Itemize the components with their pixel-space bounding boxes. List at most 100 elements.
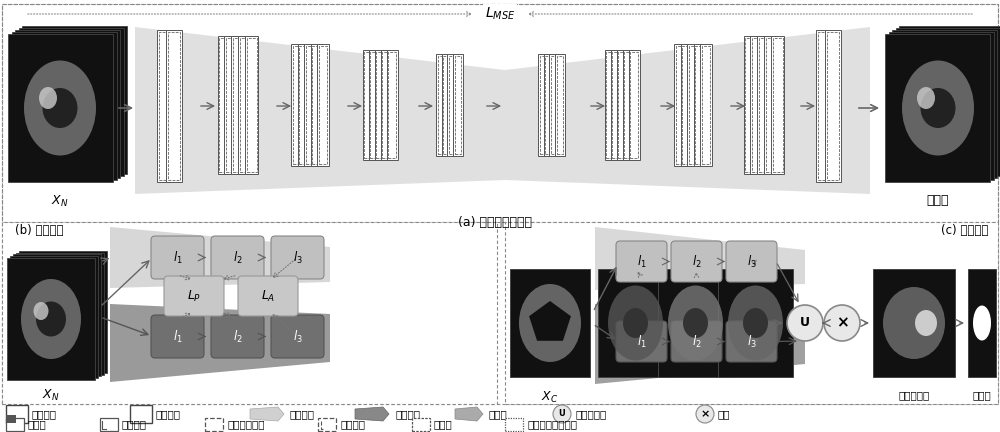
Ellipse shape	[39, 87, 57, 109]
Bar	[306, 46, 314, 164]
Bar	[218, 36, 231, 174]
Ellipse shape	[34, 302, 48, 320]
Bar	[510, 269, 590, 377]
FancyBboxPatch shape	[164, 276, 224, 316]
Text: $L_{MSE}$: $L_{MSE}$	[485, 6, 515, 22]
Text: 学生网络: 学生网络	[395, 409, 420, 419]
Bar	[818, 32, 830, 180]
Bar	[317, 44, 329, 166]
FancyBboxPatch shape	[211, 236, 264, 279]
Bar	[689, 46, 697, 164]
Bar	[443, 56, 450, 154]
Bar	[166, 30, 182, 182]
FancyBboxPatch shape	[726, 241, 777, 282]
Bar	[130, 405, 152, 423]
Polygon shape	[355, 407, 389, 421]
Bar	[12, 32, 116, 180]
Bar	[6, 415, 16, 423]
Bar	[892, 30, 997, 178]
Bar	[750, 36, 764, 174]
Text: $l_1$: $l_1$	[173, 249, 182, 266]
Bar	[15, 30, 120, 178]
Bar	[968, 269, 996, 377]
Ellipse shape	[902, 60, 974, 156]
Bar	[606, 52, 614, 158]
Bar	[610, 50, 622, 160]
Text: $l_3$: $l_3$	[747, 254, 756, 270]
Bar	[22, 26, 127, 174]
Bar	[549, 54, 559, 156]
Bar	[702, 46, 710, 164]
Bar	[629, 50, 640, 160]
Bar	[873, 269, 955, 377]
Text: U: U	[559, 410, 565, 419]
Bar	[674, 44, 686, 166]
Bar	[238, 36, 252, 174]
Bar	[319, 46, 327, 164]
Text: $l_2$: $l_2$	[233, 249, 242, 266]
Bar	[555, 54, 565, 156]
Text: $X_N$: $X_N$	[51, 194, 69, 209]
Text: 批标准化: 批标准化	[122, 419, 147, 429]
Bar	[412, 418, 430, 431]
Bar	[168, 32, 180, 180]
Text: 双线性插值: 双线性插值	[575, 409, 606, 419]
Ellipse shape	[42, 88, 78, 128]
FancyBboxPatch shape	[616, 241, 667, 282]
Bar	[240, 38, 250, 172]
Polygon shape	[455, 407, 483, 421]
Bar	[13, 254, 101, 376]
Bar	[455, 56, 461, 154]
Text: ×: ×	[700, 409, 710, 419]
Bar	[744, 36, 757, 174]
Circle shape	[553, 405, 571, 423]
Polygon shape	[595, 227, 805, 290]
Bar	[676, 46, 684, 164]
Text: (a) 教师网络预训练: (a) 教师网络预训练	[458, 216, 532, 229]
Bar	[700, 44, 712, 166]
Bar	[896, 28, 1000, 176]
Bar	[6, 405, 28, 423]
FancyBboxPatch shape	[271, 315, 324, 358]
Bar	[616, 50, 628, 160]
Bar	[695, 46, 704, 164]
FancyBboxPatch shape	[671, 241, 722, 282]
Polygon shape	[250, 407, 284, 421]
Text: $l_1$: $l_1$	[173, 328, 182, 345]
Bar	[291, 44, 303, 166]
Text: $l_1$: $l_1$	[637, 254, 646, 270]
FancyBboxPatch shape	[671, 321, 722, 362]
Text: $L_A$: $L_A$	[261, 289, 275, 304]
Bar	[766, 38, 776, 172]
Polygon shape	[595, 304, 805, 384]
Ellipse shape	[21, 279, 81, 359]
Bar	[6, 418, 24, 431]
Bar	[630, 52, 638, 158]
Ellipse shape	[728, 286, 783, 360]
Polygon shape	[135, 27, 505, 194]
Bar	[374, 50, 386, 160]
Bar	[622, 50, 634, 160]
Text: 教师网络: 教师网络	[290, 409, 315, 419]
Bar	[447, 54, 457, 156]
Bar	[505, 222, 998, 404]
Text: $L_P$: $L_P$	[187, 289, 201, 304]
Bar	[312, 46, 321, 164]
Text: 双曲正切激活函数: 双曲正切激活函数	[527, 419, 577, 429]
Bar	[386, 50, 398, 160]
Text: U: U	[800, 317, 810, 330]
Bar	[825, 30, 841, 182]
Text: $l_2$: $l_2$	[692, 254, 701, 270]
Bar	[318, 418, 336, 431]
Bar	[442, 54, 452, 156]
Bar	[538, 54, 548, 156]
Bar	[612, 52, 620, 158]
Polygon shape	[110, 227, 330, 288]
Bar	[388, 52, 396, 158]
Bar	[2, 222, 497, 404]
Bar	[899, 26, 1000, 174]
Text: 上采样: 上采样	[434, 419, 453, 429]
Bar	[453, 54, 463, 156]
Bar	[219, 38, 229, 172]
Bar	[224, 36, 238, 174]
